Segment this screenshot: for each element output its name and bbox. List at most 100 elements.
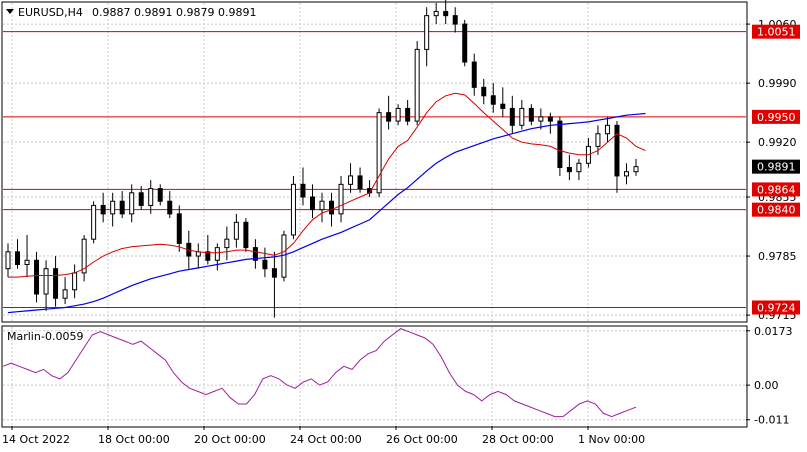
candle: [167, 191, 173, 219]
candle: [262, 247, 268, 278]
ma-fast-line: [8, 92, 646, 278]
level-tag: 1.0051: [752, 24, 800, 39]
candle: [43, 260, 49, 311]
candle: [290, 175, 296, 240]
candle: [557, 116, 563, 176]
candle: [300, 167, 306, 206]
candle: [319, 192, 325, 223]
candle: [62, 277, 68, 305]
candle: [623, 163, 629, 185]
svg-text:0.9840: 0.9840: [757, 204, 796, 217]
candle: [547, 112, 553, 134]
indicator-tick-label: -0.011: [754, 414, 789, 427]
candle: [433, 3, 439, 25]
candle: [481, 78, 487, 105]
price-grid: [3, 3, 746, 321]
svg-text:0.9950: 0.9950: [757, 111, 796, 124]
candle: [205, 234, 211, 265]
candle: [243, 218, 249, 252]
time-tick-label: 18 Oct 00:00: [98, 433, 170, 446]
time-tick-label: 26 Oct 00:00: [386, 433, 458, 446]
candle: [100, 192, 106, 223]
candle: [157, 184, 163, 206]
candle: [405, 100, 411, 126]
candle: [528, 104, 534, 126]
indicator-name: Marlin: [7, 330, 41, 343]
horizontal-levels: [3, 31, 746, 309]
candle: [462, 19, 468, 67]
chart-menu-triangle-icon[interactable]: [6, 9, 14, 14]
time-tick-label: 1 Nov 00:00: [578, 433, 645, 446]
candle: [176, 205, 182, 252]
candle: [576, 159, 582, 181]
candle: [15, 239, 21, 269]
candle: [614, 121, 620, 193]
indicator-tick-label: 0.0173: [754, 325, 793, 338]
level-tag: 0.9840: [752, 202, 800, 217]
level-tag: 0.9724: [752, 300, 800, 315]
candle: [34, 251, 40, 303]
candle: [566, 154, 572, 181]
candle: [119, 191, 125, 219]
candle: [509, 95, 515, 134]
candle: [424, 7, 430, 67]
candle: [395, 104, 401, 126]
time-axis-labels: 14 Oct 2022 18 Oct 00:00 20 Oct 00:00 24 Oc…: [2, 426, 645, 446]
price-panel: [1, 1, 748, 323]
time-tick-label: 20 Oct 00:00: [194, 433, 266, 446]
candle: [604, 116, 610, 143]
time-tick-label: 14 Oct 2022: [2, 433, 70, 446]
candle: [53, 256, 59, 307]
indicator-axis-labels: 0.0173 0.00 -0.011: [746, 325, 793, 427]
ma-slow-line: [7, 112, 646, 314]
candlesticks: [5, 0, 639, 318]
level-tag: 0.9864: [752, 182, 800, 197]
indicator-tick-label: 0.00: [754, 379, 779, 392]
candle: [357, 167, 363, 193]
candle: [633, 159, 639, 176]
candle: [91, 201, 97, 244]
price-tick-label: 0.9785: [758, 250, 797, 263]
candle: [110, 192, 116, 227]
ohlc-readout: 0.9887 0.9891 0.9879 0.9891: [92, 6, 256, 19]
candle: [271, 251, 277, 318]
candle: [224, 226, 230, 261]
candle: [24, 234, 30, 278]
candle: [376, 108, 382, 198]
candle: [233, 213, 239, 248]
candle: [386, 95, 392, 130]
price-tick-label: 0.9990: [758, 77, 797, 90]
candle: [452, 7, 458, 33]
time-tick-label: 24 Oct 00:00: [290, 433, 362, 446]
candle: [81, 234, 87, 282]
level-tag: 0.9950: [752, 109, 800, 124]
time-tick-label: 28 Oct 00:00: [482, 433, 554, 446]
candle: [500, 87, 506, 117]
svg-text:0.9891: 0.9891: [757, 161, 796, 174]
candle: [490, 83, 496, 113]
candle: [129, 184, 135, 223]
candle: [471, 53, 477, 96]
price-tick-label: 0.9920: [758, 136, 797, 149]
svg-text:1.0051: 1.0051: [757, 26, 796, 39]
indicator-panel: [1, 325, 748, 428]
candle: [519, 100, 525, 130]
svg-text:0.9724: 0.9724: [757, 302, 796, 315]
candle: [252, 239, 258, 269]
svg-text:0.9864: 0.9864: [757, 183, 796, 196]
candle: [348, 163, 354, 193]
candle: [538, 108, 544, 130]
symbol-label: EURUSD,H4: [18, 6, 83, 19]
candle: [214, 243, 220, 271]
indicator-value: -0.0059: [41, 330, 83, 343]
candle: [338, 175, 344, 223]
candle: [414, 40, 420, 126]
candle: [148, 180, 154, 214]
indicator-grid: [3, 327, 746, 426]
candle: [443, 0, 449, 25]
level-price-tags: 1.0051 0.9950 0.9864 0.9840 0.9724 0.9891: [752, 24, 800, 315]
current-price-tag: 0.9891: [752, 159, 800, 174]
marlin-oscillator-line: [2, 328, 637, 418]
candle: [309, 184, 315, 219]
